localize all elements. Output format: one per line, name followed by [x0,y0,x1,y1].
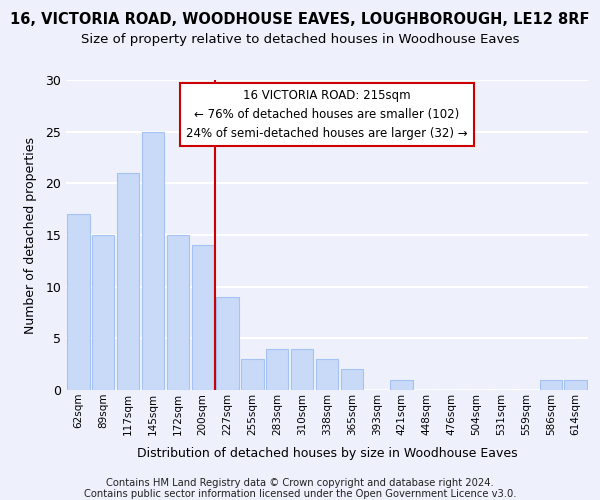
Text: Size of property relative to detached houses in Woodhouse Eaves: Size of property relative to detached ho… [81,32,519,46]
Bar [191,246,214,390]
Y-axis label: Number of detached properties: Number of detached properties [24,136,37,334]
Text: Contains HM Land Registry data © Crown copyright and database right 2024.: Contains HM Land Registry data © Crown c… [106,478,494,488]
Bar [92,235,115,390]
Bar [291,348,313,390]
Text: 16, VICTORIA ROAD, WOODHOUSE EAVES, LOUGHBOROUGH, LE12 8RF: 16, VICTORIA ROAD, WOODHOUSE EAVES, LOUG… [10,12,590,28]
Bar [117,173,139,390]
Bar [241,359,263,390]
Bar [316,359,338,390]
Bar [391,380,413,390]
Bar [341,370,363,390]
Text: Distribution of detached houses by size in Woodhouse Eaves: Distribution of detached houses by size … [137,448,517,460]
Bar [539,380,562,390]
Bar [266,348,289,390]
Bar [142,132,164,390]
Text: Contains public sector information licensed under the Open Government Licence v3: Contains public sector information licen… [84,489,516,499]
Text: 16 VICTORIA ROAD: 215sqm
← 76% of detached houses are smaller (102)
24% of semi-: 16 VICTORIA ROAD: 215sqm ← 76% of detach… [186,90,468,140]
Bar [565,380,587,390]
Bar [67,214,89,390]
Bar [167,235,189,390]
Bar [217,297,239,390]
